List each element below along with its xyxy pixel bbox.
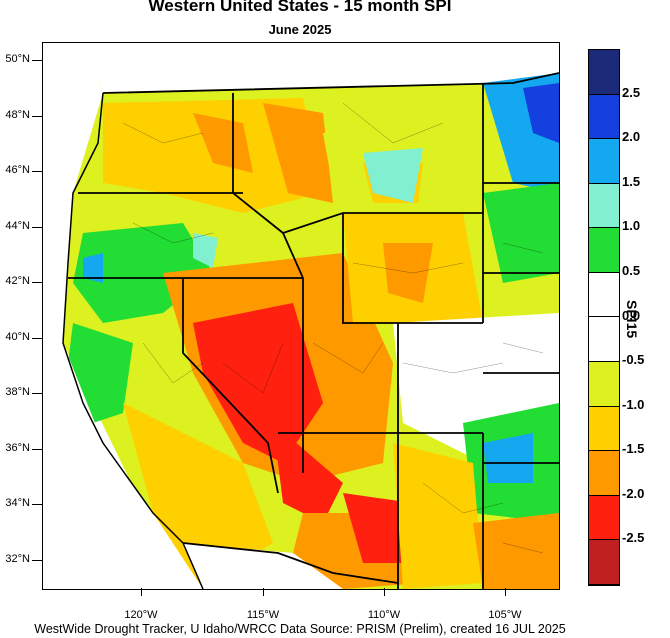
lat-label: 34°N (5, 497, 30, 509)
lon-tick (141, 588, 142, 596)
sd-wet (483, 183, 559, 283)
legend-swatch (589, 451, 619, 496)
lon-tick (505, 588, 506, 596)
legend-swatch (589, 94, 619, 140)
lon-label: 105°W (488, 609, 522, 621)
lat-label: 44°N (5, 220, 30, 232)
lat-label: 32°N (5, 553, 30, 565)
lon-tick (384, 588, 385, 596)
legend-label: -1.5 (622, 441, 645, 457)
legend-label: -0.5 (622, 352, 645, 368)
lat-tick (32, 560, 42, 561)
legend-swatch (589, 139, 619, 184)
lon-label: 110°W (367, 609, 401, 621)
lat-tick (32, 282, 42, 283)
legend-title: SPI15 (624, 300, 640, 339)
lat-tick (32, 171, 42, 172)
mt-wet (363, 148, 423, 203)
legend-label: 0.5 (622, 262, 641, 278)
county-lines (122, 102, 544, 554)
lat-label: 48°N (5, 109, 30, 121)
legend-swatch (589, 540, 619, 585)
lat-label: 40°N (5, 331, 30, 343)
legend-swatch (589, 272, 619, 318)
legend-label: -2.0 (622, 485, 645, 501)
legend-swatch (589, 362, 619, 407)
legend-swatch (589, 317, 619, 363)
or-wet-2 (193, 233, 218, 268)
map-subtitle: June 2025 (268, 22, 332, 37)
legend-swatch (589, 406, 619, 452)
wa-severe-dry (193, 113, 253, 173)
lat-tick (32, 116, 42, 117)
footer-credit: WestWide Drought Tracker, U Idaho/WRCC D… (34, 622, 566, 636)
canada-area (83, 43, 559, 93)
legend-label: -2.5 (622, 530, 645, 546)
lat-label: 46°N (5, 164, 30, 176)
lat-tick (32, 338, 42, 339)
wy-severe-dry (383, 243, 433, 303)
legend-label: 1.5 (622, 173, 641, 189)
legend-swatch (589, 228, 619, 273)
lat-tick (32, 504, 42, 505)
lat-label: 36°N (5, 442, 30, 454)
nd-very-wet (523, 83, 559, 143)
legend-swatch (589, 183, 619, 229)
spi-map-canvas (43, 43, 559, 589)
coastline (62, 92, 204, 589)
lat-tick (32, 393, 42, 394)
az-extreme-dry-1 (273, 423, 343, 523)
legend-swatch (589, 50, 619, 95)
tx-severe-dry (473, 513, 559, 589)
map-title: Western United States - 15 month SPI (148, 0, 452, 15)
id-severe-dry (263, 103, 333, 203)
mexico-area (183, 543, 343, 589)
nm-moderate-dry (393, 443, 483, 589)
lat-label: 42°N (5, 275, 30, 287)
lat-tick (32, 60, 42, 61)
lon-label: 120°W (124, 609, 158, 621)
legend-label: 2.0 (622, 129, 641, 145)
legend-label: 2.5 (622, 84, 641, 100)
ks-very-wet (483, 433, 533, 483)
legend-colorbar (588, 49, 620, 586)
lat-label: 50°N (5, 53, 30, 65)
legend-swatch (589, 495, 619, 541)
lon-tick (263, 588, 264, 596)
lat-tick (32, 449, 42, 450)
or-coast-wet (83, 253, 103, 283)
legend-label: -1.0 (622, 396, 645, 412)
lat-label: 38°N (5, 386, 30, 398)
legend-label: 0.0 (622, 307, 641, 323)
legend-label: 1.0 (622, 218, 641, 234)
lon-label: 115°W (246, 609, 280, 621)
state-borders (68, 72, 559, 589)
nv-extreme-dry (193, 303, 323, 463)
pacific-ocean (43, 43, 203, 589)
lat-tick (32, 227, 42, 228)
socal-moderate-dry (123, 403, 273, 589)
spi-map (42, 42, 560, 590)
